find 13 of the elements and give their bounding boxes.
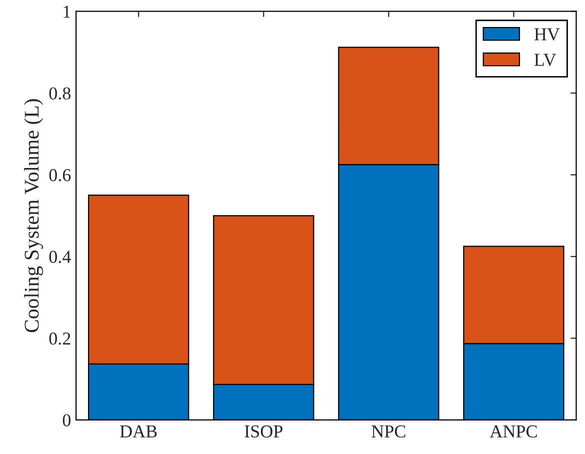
x-tick-label: ISOP: [244, 425, 282, 438]
legend-label: HV: [534, 28, 560, 41]
y-tick-label: 0: [62, 414, 70, 426]
y-tick-label: 1: [64, 6, 70, 18]
y-tick-label: 0.8: [49, 87, 70, 100]
y-tick-label: 0.6: [49, 169, 71, 182]
y-tick-label: 0.4: [49, 250, 71, 264]
x-tick-label: DAB: [120, 425, 157, 438]
y-tick-label: 0.2: [49, 332, 70, 345]
x-tick-label: NPC: [372, 425, 406, 438]
y-axis-title: Cooling System Volume (L): [24, 99, 44, 332]
x-tick-label: ANPC: [490, 425, 537, 438]
legend-label: LV: [534, 54, 556, 66]
